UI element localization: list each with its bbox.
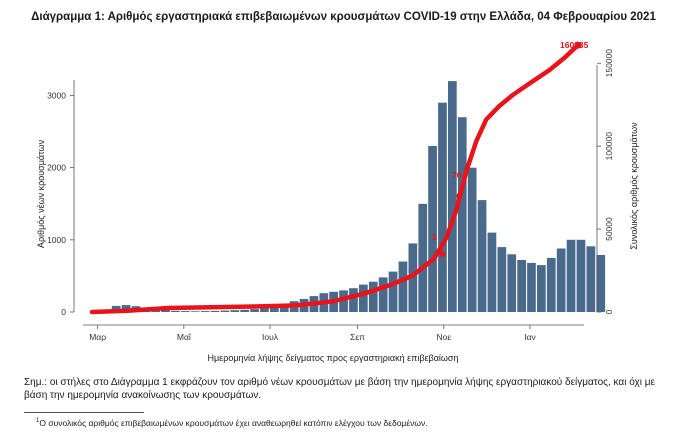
cumulative-marker <box>439 251 446 257</box>
x-tick-label: Σεπ <box>350 332 365 342</box>
x-tick-label: Ιουλ <box>262 332 279 342</box>
y-left-axis-label: Αριθμός νέων κρουσμάτων <box>36 139 46 248</box>
x-tick-label: Ιαν <box>524 332 536 342</box>
bar <box>378 277 388 312</box>
footnote-text: Ο συνολικός αριθμός επιβεβαιωμένων κρουσ… <box>39 418 428 428</box>
bar <box>438 102 447 312</box>
bar <box>398 261 408 312</box>
x-tick-label: Μαρ <box>89 332 106 342</box>
chart-note: Σημ.: οι στήλες στο Διάγραμμα 1 εκφράζου… <box>24 377 655 401</box>
bar <box>220 310 230 312</box>
y-left-ticks: 0 1000 2000 3000 <box>47 91 74 317</box>
footnote: 1Ο συνολικός αριθμός επιβεβαιωμένων κρου… <box>36 418 428 428</box>
x-tick-label: Νοε <box>436 332 451 342</box>
bar <box>260 308 269 312</box>
bar <box>477 200 487 312</box>
bar <box>487 232 497 312</box>
footnote-divider <box>24 412 144 413</box>
bar <box>230 310 240 312</box>
bar <box>527 262 536 312</box>
y-left-tick-label: 2000 <box>47 163 66 173</box>
cumulative-line <box>89 42 581 315</box>
y-right-ticks: 0 50000 100000 150000 <box>597 49 614 314</box>
mid-total-label-2: 3 <box>432 232 437 242</box>
x-axis-label: Ημερομηνία λήψης δείγματος προς εργαστηρ… <box>208 353 459 363</box>
bar <box>586 246 596 312</box>
bar <box>497 247 507 312</box>
bar <box>171 310 180 312</box>
mid-total-label-1: 70 <box>452 170 462 180</box>
footnote-marker: 1 <box>36 418 40 425</box>
bar <box>546 257 556 312</box>
bar <box>517 260 526 312</box>
bar <box>418 203 428 312</box>
bar <box>210 310 220 312</box>
bar <box>190 311 200 312</box>
y-right-axis-label: Συνολικός αριθμός κρουσμάτων <box>629 122 639 250</box>
y-left-tick-label: 0 <box>61 307 66 317</box>
bar <box>537 265 546 312</box>
cumulative-line-group <box>89 41 582 315</box>
bar <box>339 290 348 312</box>
bar <box>200 311 210 312</box>
y-left-tick-label: 1000 <box>47 235 66 245</box>
bar <box>388 271 398 312</box>
bar <box>270 306 279 312</box>
bar <box>240 309 249 312</box>
final-total-label: 160935 <box>560 40 589 50</box>
bar <box>250 309 259 312</box>
bar <box>457 117 467 312</box>
bars-group <box>92 81 606 312</box>
x-tick-label: Μαΐ <box>177 332 192 342</box>
bar <box>349 288 358 312</box>
y-right-tick-label: 0 <box>604 309 614 314</box>
axes-group <box>73 65 598 326</box>
y-right-tick-label: 150000 <box>604 49 614 78</box>
bar <box>279 304 289 312</box>
bar <box>566 239 576 312</box>
bar <box>428 146 437 312</box>
cumulative-marker <box>456 192 463 199</box>
bar <box>161 310 170 312</box>
x-ticks: Μαρ Μαΐ Ιουλ Σεπ Νοε Ιαν <box>89 325 536 342</box>
bar <box>359 284 368 312</box>
bar <box>368 281 378 312</box>
bar <box>507 254 517 312</box>
bar <box>448 81 457 312</box>
y-right-tick-label: 50000 <box>604 217 614 241</box>
chart-title: Διάγραμμα 1: Αριθμός εργαστηριακά επιβεβ… <box>31 11 656 23</box>
bar <box>467 167 477 312</box>
bar <box>596 255 606 312</box>
bar <box>556 248 566 312</box>
bar <box>181 311 190 312</box>
cumulative-end-point <box>574 41 582 49</box>
y-right-tick-label: 100000 <box>604 132 614 161</box>
y-left-tick-label: 3000 <box>47 91 66 101</box>
bar <box>576 239 586 312</box>
